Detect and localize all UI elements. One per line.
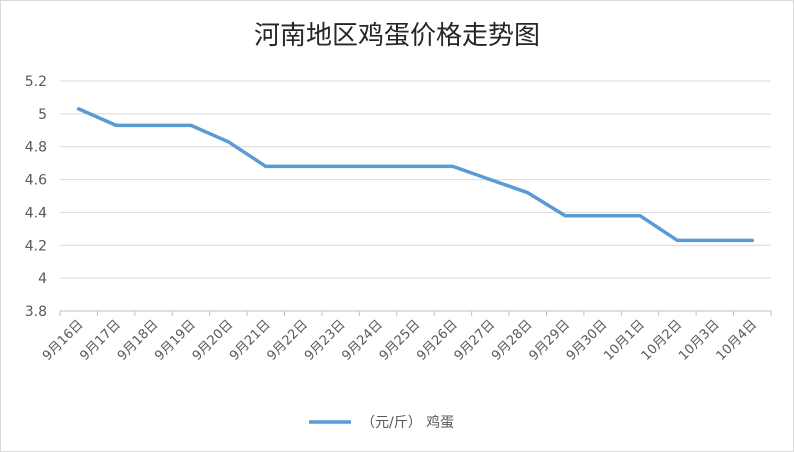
data-point — [189, 123, 193, 127]
series-line — [76, 107, 755, 243]
x-tick-label: 9月21日 — [227, 317, 274, 364]
data-point — [301, 164, 305, 168]
x-tick-label: 9月26日 — [414, 317, 461, 364]
data-point — [750, 238, 754, 242]
y-tick-label: 4.8 — [25, 140, 47, 156]
data-point — [451, 164, 455, 168]
y-tick-label: 3.8 — [25, 304, 47, 320]
x-tick-label: 9月23日 — [302, 317, 349, 364]
data-point — [339, 164, 343, 168]
x-tick-label: 10月2日 — [639, 317, 686, 364]
x-tick-label: 9月19日 — [152, 317, 199, 364]
data-point — [414, 164, 417, 168]
x-tick-label: 9月27日 — [452, 317, 499, 364]
data-point — [264, 164, 268, 168]
data-point — [376, 164, 380, 168]
y-tick-label: 5.2 — [25, 74, 47, 90]
x-tick-label: 9月24日 — [339, 317, 386, 364]
data-point — [601, 214, 605, 218]
y-tick-label: 4.6 — [25, 173, 47, 189]
x-tick-label: 10月1日 — [601, 317, 648, 364]
x-tick-label: 9月18日 — [115, 317, 162, 364]
data-point — [638, 214, 642, 218]
x-tick-label: 9月30日 — [564, 317, 611, 364]
x-tick-label: 9月17日 — [77, 317, 124, 364]
data-point — [226, 140, 230, 144]
x-tick-label: 9月29日 — [526, 317, 573, 364]
y-tick-label: 4.2 — [25, 238, 47, 254]
data-point — [526, 191, 530, 195]
x-tick-label: 9月16日 — [40, 317, 87, 364]
legend-label: （元/斤） 鸡蛋 — [361, 414, 454, 431]
x-tick-label: 9月28日 — [489, 317, 536, 364]
x-tick-label: 10月3日 — [676, 317, 723, 364]
x-tick-label: 10月4日 — [714, 317, 761, 364]
data-point — [488, 178, 492, 182]
data-point — [77, 107, 81, 111]
x-tick-label: 9月25日 — [377, 317, 424, 364]
y-tick-label: 5 — [38, 107, 47, 123]
data-point — [675, 238, 679, 242]
x-tick-label: 9月22日 — [265, 317, 312, 364]
y-tick-label: 4 — [38, 271, 47, 287]
data-point — [563, 214, 567, 218]
data-point — [152, 123, 156, 127]
chart-title: 河南地区鸡蛋价格走势图 — [253, 21, 540, 51]
data-point — [713, 238, 717, 242]
y-tick-label: 4.4 — [25, 205, 47, 221]
x-tick-label: 9月20日 — [190, 317, 237, 364]
data-point — [114, 123, 118, 127]
